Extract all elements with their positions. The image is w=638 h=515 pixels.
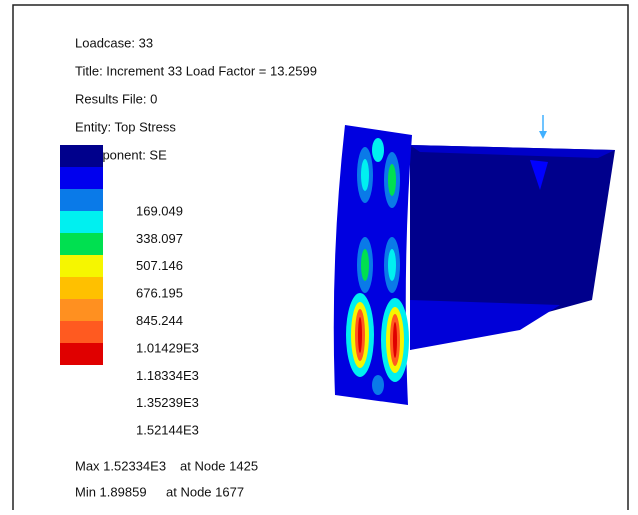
colorbar-band [60,343,103,365]
legend-label: 676.195 [136,286,183,301]
page: {"header": {"lines": ["Loadcase: 33", "T… [0,0,638,510]
info-line: Loadcase: 33 [75,35,153,50]
legend-label: 169.049 [136,203,183,218]
viewport: Loadcase: 33 Title: Increment 33 Load Fac… [0,0,638,510]
legend-label: 1.01429E3 [136,340,199,355]
info-line: Entity: Top Stress [75,119,176,134]
legend-label: 845.244 [136,313,183,328]
colorbar-band [60,167,103,190]
colorbar-band [60,145,103,168]
legend-label: 338.097 [136,231,183,246]
colorbar-band [60,211,103,234]
min-label: Min 1.89859 [75,484,147,499]
colorbar [60,145,103,365]
colorbar-band [60,255,103,278]
legend-label: 1.52144E3 [136,423,199,438]
colorbar-band [60,277,103,300]
info-line: Title: Increment 33 Load Factor = 13.259… [75,63,317,78]
colorbar-band [60,299,103,322]
max-node: at Node 1425 [180,458,258,473]
legend-label: 507.146 [136,258,183,273]
min-node: at Node 1677 [166,484,244,499]
info-line: Results File: 0 [75,91,157,106]
legend-label: 1.35239E3 [136,395,199,410]
colorbar-band [60,189,103,212]
colorbar-band [60,321,103,344]
max-label: Max 1.52334E3 [75,458,166,473]
legend-label: 1.18334E3 [136,368,199,383]
colorbar-band [60,233,103,256]
